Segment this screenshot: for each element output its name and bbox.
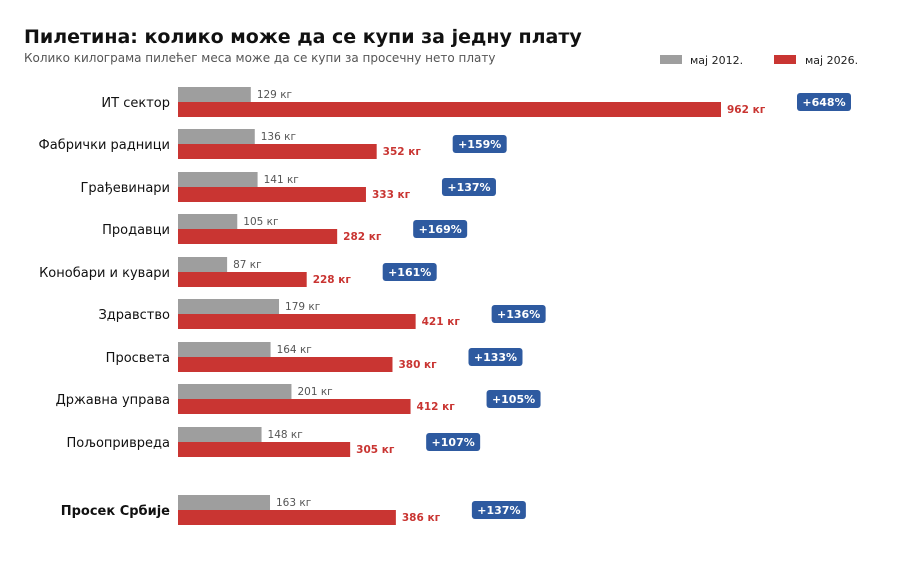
bar-2012 <box>178 299 280 314</box>
bar-2026 <box>178 229 338 244</box>
bar-2012 <box>178 427 262 442</box>
change-badge <box>486 390 541 408</box>
legend-swatch-2026 <box>774 55 796 64</box>
change-badge-label: +169% <box>419 223 462 236</box>
category-label: Здравство <box>98 308 170 323</box>
change-badge <box>426 433 481 451</box>
bar-2026 <box>178 102 721 117</box>
category-row: Грађевинари 141 кг 333 кг +137% <box>80 172 496 202</box>
change-badge <box>382 263 437 281</box>
value-label-2026: 412 кг <box>417 401 456 413</box>
value-label-2012: 105 кг <box>243 216 278 228</box>
value-label-2026: 333 кг <box>372 189 411 201</box>
bar-2026 <box>178 510 396 525</box>
category-label: Просек Србије <box>61 504 170 519</box>
category-label: Државна управа <box>56 393 170 408</box>
value-label-2012: 179 кг <box>285 301 320 313</box>
category-label: Продавци <box>102 223 170 238</box>
change-badge <box>491 305 546 323</box>
bar-2012 <box>178 172 258 187</box>
legend-label-2012: мај 2012. <box>690 54 743 67</box>
bar-2026 <box>178 144 377 159</box>
value-label-2026: 380 кг <box>398 359 437 371</box>
value-label-2012: 129 кг <box>257 89 292 101</box>
bar-2012 <box>178 384 292 399</box>
bar-2012 <box>178 495 271 510</box>
legend-label-2026: мај 2026. <box>805 54 858 67</box>
change-badge <box>413 220 468 238</box>
category-row: Фабрички радници 136 кг 352 кг +159% <box>39 129 507 159</box>
change-badge <box>471 501 526 519</box>
value-label-2012: 148 кг <box>268 429 303 441</box>
category-label: Просвета <box>106 351 170 366</box>
category-row: ИТ сектор 129 кг 962 кг +648% <box>101 87 851 117</box>
category-label: Конобари и кувари <box>39 266 170 281</box>
value-label-2012: 141 кг <box>264 174 299 186</box>
change-badge-label: +133% <box>474 351 517 364</box>
legend-swatch-2012 <box>660 55 682 64</box>
change-badge-label: +648% <box>802 96 845 109</box>
change-badge-label: +137% <box>447 181 490 194</box>
category-label: Пољопривреда <box>67 436 170 451</box>
bar-2012 <box>178 342 271 357</box>
bar-2026 <box>178 187 366 202</box>
change-badge-label: +161% <box>388 266 431 279</box>
value-label-2012: 164 кг <box>277 344 312 356</box>
category-row: Конобари и кувари 87 кг 228 кг +161% <box>39 257 437 287</box>
chart-title: Пилетина: колико може да се купи за једн… <box>24 26 582 48</box>
value-label-2026: 352 кг <box>383 146 422 158</box>
change-badge <box>468 348 523 366</box>
chart-subtitle: Колико килограма пилећег меса може да се… <box>24 51 496 65</box>
value-label-2026: 282 кг <box>343 231 382 243</box>
bar-2026 <box>178 357 393 372</box>
change-badge <box>797 93 851 111</box>
bar-2012 <box>178 87 251 102</box>
bar-2012 <box>178 257 228 272</box>
value-label-2026: 962 кг <box>727 104 766 116</box>
change-badge-label: +159% <box>458 138 501 151</box>
legend: мај 2012. мај 2026. <box>660 54 858 67</box>
change-badge-label: +107% <box>432 436 475 449</box>
bar-2012 <box>178 214 238 229</box>
bar-2012 <box>178 129 255 144</box>
value-label-2026: 228 кг <box>313 274 352 286</box>
value-label-2026: 386 кг <box>402 512 441 524</box>
category-label: ИТ сектор <box>101 96 170 111</box>
change-badge <box>441 178 496 196</box>
value-label-2012: 87 кг <box>233 259 262 271</box>
category-row: Пољопривреда 148 кг 305 кг +107% <box>67 427 481 457</box>
category-row: Продавци 105 кг 282 кг +169% <box>102 214 468 244</box>
category-label: Грађевинари <box>80 181 170 196</box>
value-label-2012: 201 кг <box>297 386 332 398</box>
value-label-2026: 421 кг <box>422 316 461 328</box>
change-badge <box>452 135 507 153</box>
bar-2026 <box>178 442 351 457</box>
category-row: Здравство 179 кг 421 кг +136% <box>98 299 546 329</box>
change-badge-label: +137% <box>477 504 520 517</box>
category-row: Просек Србије 163 кг 386 кг +137% <box>61 495 526 525</box>
category-row: Државна управа 201 кг 412 кг +105% <box>56 384 541 414</box>
change-badge-label: +105% <box>492 393 535 406</box>
chart-rows: ИТ сектор 129 кг 962 кг +648% Фабрички радни… <box>39 87 851 525</box>
bar-2026 <box>178 272 307 287</box>
category-row: Просвета 164 кг 380 кг +133% <box>106 342 523 372</box>
change-badge-label: +136% <box>497 308 540 321</box>
value-label-2012: 136 кг <box>261 131 296 143</box>
bar-2026 <box>178 399 411 414</box>
value-label-2026: 305 кг <box>356 444 395 456</box>
bar-2026 <box>178 314 416 329</box>
value-label-2012: 163 кг <box>276 497 311 509</box>
category-label: Фабрички радници <box>39 138 170 153</box>
